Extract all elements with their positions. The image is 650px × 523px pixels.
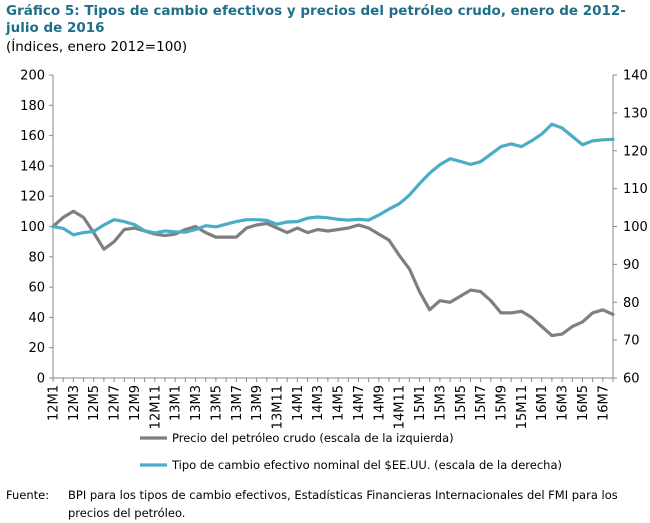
x-tick-label: 15M11 bbox=[515, 385, 530, 429]
left-tick-label: 160 bbox=[20, 129, 45, 144]
x-tick-label: 14M1 bbox=[291, 385, 306, 421]
x-tick-label: 12M9 bbox=[128, 385, 143, 421]
legend-label-oil: Precio del petróleo crudo (escala de la … bbox=[172, 431, 454, 445]
usd-neer-line bbox=[51, 122, 615, 237]
series-layer bbox=[51, 122, 615, 338]
x-tick-label: 13M3 bbox=[189, 385, 204, 421]
x-tick-label: 14M9 bbox=[372, 385, 387, 421]
x-tick-label: 13M7 bbox=[230, 385, 245, 421]
x-tick-label: 13M11 bbox=[271, 385, 286, 429]
right-tick-label: 120 bbox=[623, 144, 648, 159]
x-tick-label: 12M5 bbox=[87, 385, 102, 421]
x-tick-label: 12M1 bbox=[47, 385, 62, 421]
x-tick-label: 14M7 bbox=[352, 385, 367, 421]
left-tick-label: 20 bbox=[28, 341, 45, 356]
x-tick-label: 12M3 bbox=[67, 385, 82, 421]
chart-svg: 0 20 40 60 80 100 120 140 160 180 200 60 70 80 90 100 1… bbox=[20, 69, 648, 473]
legend-label-usd: Tipo de cambio efectivo nominal del $EE.… bbox=[171, 458, 562, 472]
left-tick-label: 0 bbox=[37, 372, 45, 387]
x-tick-label: 16M7 bbox=[596, 385, 611, 421]
x-tick-label: 15M5 bbox=[454, 385, 469, 421]
x-tick-label: 15M7 bbox=[474, 385, 489, 421]
left-tick-label: 120 bbox=[20, 190, 45, 205]
right-tick-label: 90 bbox=[623, 258, 640, 273]
x-tick-label: 14M5 bbox=[332, 385, 347, 421]
x-tick-label: 13M9 bbox=[250, 385, 265, 421]
right-tick-label: 110 bbox=[623, 182, 648, 197]
left-tick-label: 40 bbox=[28, 311, 45, 326]
x-tick-label: 12M11 bbox=[148, 385, 163, 429]
right-tick-label: 70 bbox=[623, 334, 640, 349]
x-tick-label: 15M3 bbox=[433, 385, 448, 421]
x-tick-label: 15M9 bbox=[495, 385, 510, 421]
x-tick-label: 13M1 bbox=[169, 385, 184, 421]
x-tick-label: 14M3 bbox=[311, 385, 326, 421]
source-text: BPI para los tipos de cambio efectivos, … bbox=[68, 488, 618, 520]
x-axis-ticks: 12M1 12M3 12M5 12M7 12M9 12M11 13M1 13M3 13M5 13M… bbox=[47, 378, 614, 429]
right-tick-label: 140 bbox=[623, 69, 648, 84]
chart-subtitle: (Índices, enero 2012=100) bbox=[6, 39, 188, 55]
x-tick-label: 16M5 bbox=[576, 385, 591, 421]
left-tick-label: 200 bbox=[20, 69, 45, 84]
x-tick-label: 12M7 bbox=[108, 385, 123, 421]
left-tick-label: 140 bbox=[20, 159, 45, 174]
right-tick-label: 100 bbox=[623, 220, 648, 235]
x-tick-label: 16M1 bbox=[535, 385, 550, 421]
left-tick-label: 80 bbox=[28, 250, 45, 265]
legend: Precio del petróleo crudo (escala de la … bbox=[140, 431, 562, 472]
left-tick-label: 60 bbox=[28, 281, 45, 296]
source-label: Fuente: bbox=[6, 488, 50, 502]
chart-title: Gráfico 5: Tipos de cambio efectivos y p… bbox=[6, 3, 626, 36]
left-tick-label: 100 bbox=[20, 220, 45, 235]
left-tick-label: 180 bbox=[20, 99, 45, 114]
x-tick-label: 13M5 bbox=[209, 385, 224, 421]
x-tick-label: 16M3 bbox=[556, 385, 571, 421]
oil-price-line bbox=[51, 209, 615, 338]
left-axis-ticks: 0 20 40 60 80 100 120 140 160 180 200 bbox=[20, 69, 53, 387]
right-tick-label: 80 bbox=[623, 296, 640, 311]
right-axis-ticks: 60 70 80 90 100 110 120 130 140 bbox=[613, 69, 648, 387]
right-tick-label: 60 bbox=[623, 372, 640, 387]
right-tick-label: 130 bbox=[623, 106, 648, 121]
x-tick-label: 15M1 bbox=[413, 385, 428, 421]
x-tick-label: 14M11 bbox=[393, 385, 408, 429]
